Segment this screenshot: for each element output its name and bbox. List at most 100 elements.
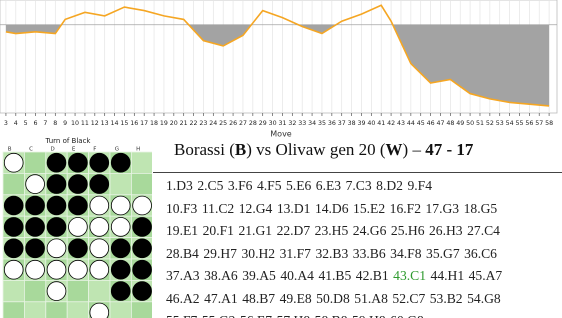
- move: 13.D1: [276, 200, 311, 216]
- move: 46.A2: [166, 290, 200, 306]
- move-row: 10.F3 11.C2 12.G4 13.D1 14.D6 15.E2 16.F2 17.G3…: [166, 198, 507, 221]
- move: 54.G8: [467, 290, 501, 306]
- black-disc: [132, 238, 152, 259]
- x-tick-label: 46: [427, 120, 435, 127]
- white-disc: [89, 195, 110, 216]
- x-tick-label: 22: [190, 120, 198, 127]
- x-tick-label: 18: [150, 120, 158, 127]
- black-disc: [3, 195, 24, 216]
- x-tick-label: 27: [239, 120, 247, 127]
- move-row: 28.B4 29.H7 30.H2 31.F7 32.B3 33.B6 34.F8 35.G7…: [166, 243, 507, 266]
- white-disc: [89, 217, 110, 237]
- board-cell: [2, 301, 25, 318]
- x-tick-label: 26: [229, 120, 237, 127]
- x-tick-label: 7: [43, 120, 47, 127]
- black-disc: [110, 259, 131, 280]
- move: 9.F4: [407, 178, 433, 193]
- move: 30.H2: [241, 245, 276, 261]
- x-tick-label: 50: [466, 120, 474, 127]
- move: 34.F8: [390, 245, 422, 261]
- move: 7.C3: [345, 178, 372, 193]
- move: 58.B8: [315, 313, 348, 318]
- x-tick-label: 31: [278, 120, 286, 127]
- move: 35.G7: [426, 245, 460, 261]
- move: 11.C2: [201, 200, 235, 216]
- x-tick-label: 29: [259, 120, 267, 127]
- x-tick-label: 9: [63, 120, 67, 127]
- move: 55.F7: [166, 313, 197, 318]
- x-tick-label: 49: [456, 120, 464, 127]
- x-tick-label: 34: [308, 120, 316, 127]
- move: 10.F3: [166, 200, 198, 216]
- board-cell: [130, 301, 152, 318]
- x-tick-label: 16: [130, 120, 138, 127]
- move: 20.F1: [202, 223, 234, 238]
- black-disc: [68, 238, 88, 259]
- x-tick-label: 53: [496, 120, 504, 127]
- move: 22.D7: [276, 223, 311, 238]
- x-tick-label: 37: [338, 120, 346, 127]
- move: 37.A3: [166, 268, 200, 283]
- move-row: 46.A2 47.A1 48.B7 49.E8 50.D8 51.A8 52.C7 53.B2…: [166, 288, 507, 311]
- score: 47 - 17: [425, 140, 474, 159]
- x-tick-label: 28: [249, 120, 257, 127]
- x-tick-label: 52: [486, 120, 494, 127]
- x-tick-label: 24: [209, 120, 217, 127]
- move: 26.H3: [429, 223, 463, 238]
- black-disc: [46, 174, 67, 194]
- board-cell: [109, 301, 132, 318]
- x-tick-label: 42: [387, 120, 395, 127]
- board-cell: [130, 151, 152, 174]
- white-disc: [3, 152, 24, 173]
- column-label: E: [72, 147, 76, 153]
- x-axis-label: Move: [270, 130, 292, 139]
- x-tick-label: 57: [535, 120, 543, 127]
- column-label: H: [136, 147, 140, 153]
- board-cell: [66, 279, 89, 303]
- black-disc: [132, 281, 152, 301]
- x-tick-label: 41: [377, 120, 385, 127]
- white-disc: [89, 259, 110, 280]
- x-tick-label: 5: [24, 120, 28, 127]
- black-disc: [3, 217, 24, 237]
- move: 23.H5: [314, 223, 349, 238]
- white-disc: [110, 217, 131, 237]
- white-disc: [110, 195, 131, 216]
- board-cell: [88, 279, 111, 303]
- white-disc: [68, 259, 88, 280]
- board-cell: [2, 279, 25, 303]
- move: 52.C7: [392, 290, 426, 306]
- white-disc: [25, 259, 45, 280]
- move: 19.E1: [166, 223, 199, 238]
- move: 40.A4: [280, 268, 314, 283]
- x-tick-label: 12: [91, 120, 99, 127]
- move: 25.H6: [390, 223, 425, 238]
- x-tick-label: 10: [71, 120, 79, 127]
- white-disc: [46, 259, 67, 280]
- column-label: B: [8, 147, 12, 153]
- move: 53.B2: [429, 290, 463, 306]
- x-tick-label: 51: [476, 120, 484, 127]
- move: 29.H7: [203, 245, 237, 261]
- move: 27.C4: [467, 223, 500, 238]
- move: 39.A5: [242, 268, 276, 283]
- move: 50.D8: [316, 290, 350, 306]
- move: 41.B5: [318, 268, 352, 283]
- column-label: C: [29, 147, 33, 153]
- move-row: 19.E1 20.F1 21.G1 22.D7 23.H5 24.G6 25.H6 26.H3…: [166, 220, 507, 243]
- x-tick-label: 48: [446, 120, 454, 127]
- x-tick-label: 13: [101, 120, 109, 127]
- x-tick-label: 25: [219, 120, 227, 127]
- move: 4.F5: [256, 178, 282, 193]
- move: 14.D6: [314, 200, 349, 216]
- board-title: Turn of Black: [45, 137, 92, 145]
- move-row: 37.A3 38.A6 39.A5 40.A4 41.B5 42.B1 43.C1 44.H1…: [166, 265, 507, 288]
- black-disc: [89, 152, 110, 173]
- white-disc: [132, 195, 152, 216]
- x-tick-label: 14: [111, 120, 119, 127]
- move: 31.F7: [279, 245, 311, 261]
- board-cell: [66, 301, 89, 318]
- move: 28.B4: [166, 245, 199, 261]
- move: 1.D3: [166, 178, 193, 193]
